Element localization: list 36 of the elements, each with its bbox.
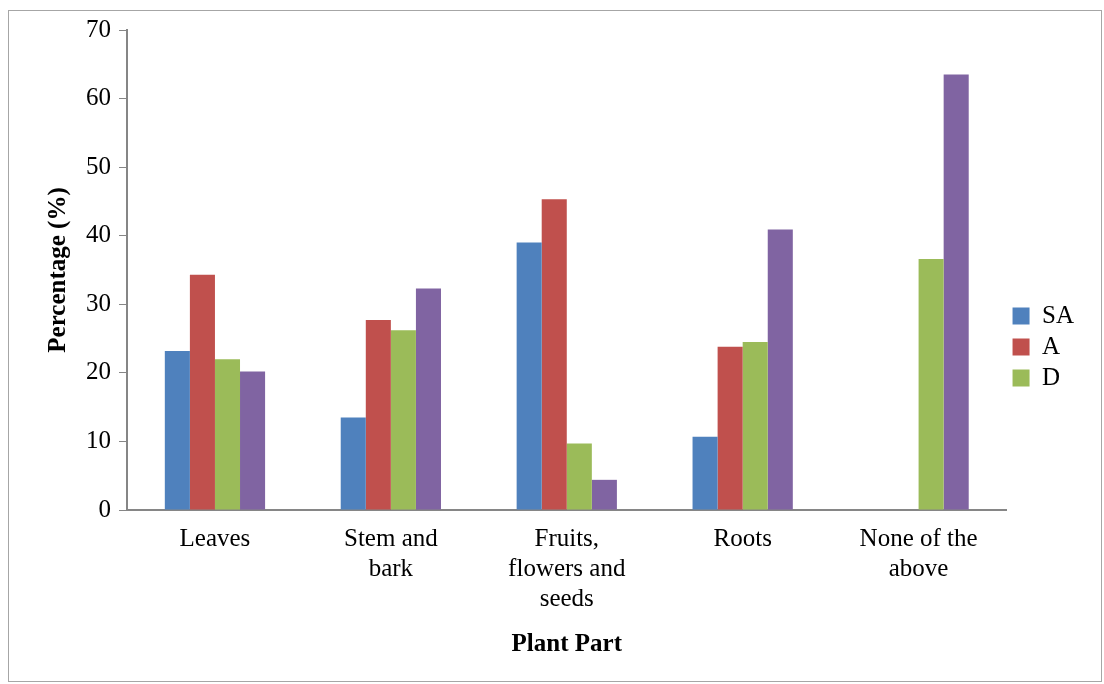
bar bbox=[365, 320, 391, 510]
bar bbox=[516, 242, 542, 510]
y-tick-label: 70 bbox=[86, 14, 111, 42]
y-tick-label: 0 bbox=[98, 494, 111, 522]
legend-label: D bbox=[1042, 362, 1061, 390]
bar bbox=[692, 436, 718, 510]
bar bbox=[566, 443, 592, 510]
y-axis-title: Percentage (%) bbox=[43, 187, 72, 353]
bar bbox=[742, 342, 768, 510]
legend-label: A bbox=[1042, 331, 1061, 359]
y-tick-label: 50 bbox=[86, 151, 111, 179]
x-tick-label: Fruits, flowers and seeds bbox=[508, 523, 626, 611]
y-tick-label: 10 bbox=[86, 425, 111, 453]
x-tick-label: None of the above bbox=[859, 523, 978, 581]
bar bbox=[918, 259, 944, 510]
bar bbox=[214, 359, 241, 510]
bar bbox=[390, 330, 416, 510]
bar bbox=[340, 417, 366, 510]
x-tick-label: Stem and bark bbox=[343, 523, 439, 581]
bar bbox=[717, 346, 743, 510]
bar bbox=[541, 199, 567, 510]
y-tick-label: 40 bbox=[86, 220, 111, 248]
x-tick-label: Leaves bbox=[179, 523, 251, 551]
bar bbox=[415, 288, 441, 510]
bar bbox=[767, 229, 793, 510]
y-tick-label: 20 bbox=[86, 357, 111, 385]
legend-label: SA bbox=[1042, 300, 1075, 328]
bar bbox=[240, 371, 266, 510]
x-axis-title: Plant Part bbox=[511, 629, 623, 657]
bar bbox=[189, 274, 215, 510]
y-tick-label: 30 bbox=[86, 288, 111, 316]
y-tick-label: 60 bbox=[86, 83, 111, 111]
bar bbox=[164, 350, 190, 510]
bar bbox=[943, 74, 969, 510]
bar bbox=[591, 479, 617, 510]
x-tick-label: Roots bbox=[713, 523, 772, 551]
